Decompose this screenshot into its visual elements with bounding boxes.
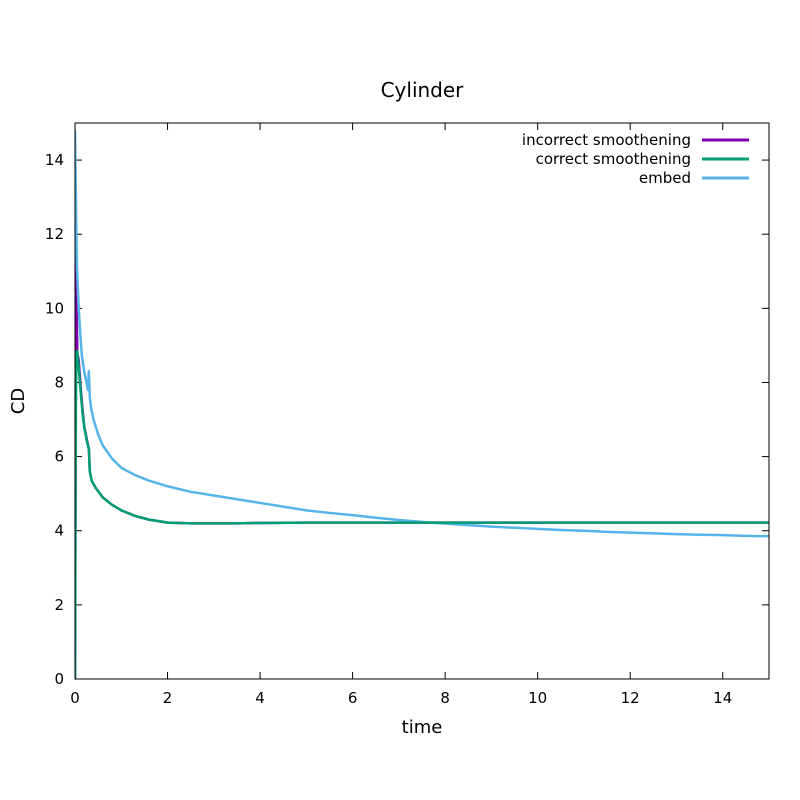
y-axis-label: CD <box>8 388 29 414</box>
x-tick-label: 2 <box>163 689 173 707</box>
x-tick-label: 6 <box>348 689 358 707</box>
x-tick-label: 12 <box>621 689 640 707</box>
y-tick-label: 14 <box>45 151 64 169</box>
y-tick-label: 10 <box>45 299 64 317</box>
x-axis-label: time <box>402 717 443 738</box>
plot-lines <box>75 130 769 679</box>
y-tick-label: 2 <box>54 596 64 614</box>
x-tick-label: 0 <box>70 689 80 707</box>
x-tick-label: 14 <box>713 689 732 707</box>
legend-label: embed <box>639 169 691 187</box>
series-line-correct-smoothening <box>75 349 769 679</box>
legend-label: incorrect smoothening <box>522 131 691 149</box>
plot-frame <box>74 122 770 680</box>
y-tick-label: 0 <box>54 670 64 688</box>
chart-title: Cylinder <box>381 78 465 102</box>
x-tick-label: 8 <box>440 689 450 707</box>
y-tick-label: 8 <box>54 373 64 391</box>
y-tick-label: 6 <box>54 448 64 466</box>
y-tick-label: 4 <box>54 522 64 540</box>
series-line-embed <box>75 130 769 538</box>
x-tick-label: 4 <box>255 689 265 707</box>
y-tick-label: 12 <box>45 225 64 243</box>
x-tick-label: 10 <box>528 689 547 707</box>
legend-label: correct smoothening <box>536 150 691 168</box>
